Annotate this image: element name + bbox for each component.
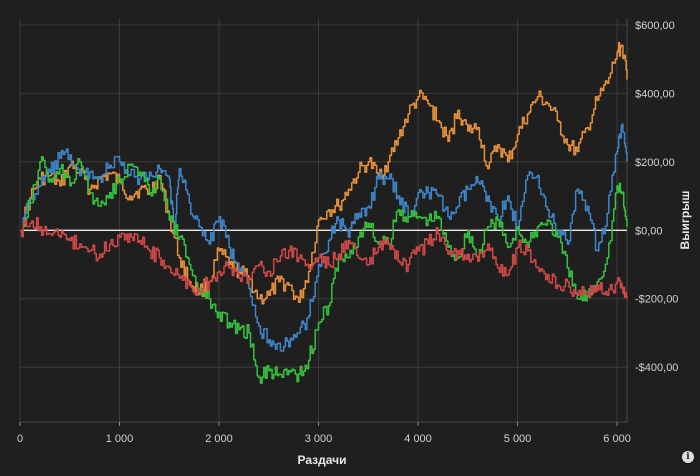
x-tick-label: 6 000 — [603, 433, 631, 445]
series-line-3 — [20, 156, 628, 384]
x-axis-ticks: 0 1 000 2 000 3 000 4 000 5 000 6 000 — [17, 422, 631, 445]
series-line-4 — [20, 217, 628, 299]
x-tick-label: 1 000 — [106, 433, 134, 445]
y-tick-label: $600,00 — [635, 20, 675, 32]
x-tick-label: 4 000 — [404, 433, 432, 445]
y-tick-label: -$200,00 — [635, 294, 678, 306]
y-tick-label: -$400,00 — [635, 362, 678, 374]
series-line-1 — [20, 41, 628, 305]
y-tick-label: $400,00 — [635, 88, 675, 100]
series-lines — [20, 41, 628, 384]
y-axis-ticks: $600,00 $400,00 $200,00 $0,00 -$200,00 -$400,… — [635, 20, 678, 374]
y-tick-label: $200,00 — [635, 157, 675, 169]
info-icon[interactable]: i — [682, 451, 694, 463]
grid — [19, 18, 628, 423]
x-tick-label: 2 000 — [205, 433, 233, 445]
x-tick-label: 0 — [17, 433, 23, 445]
y-tick-label: $0,00 — [635, 225, 663, 237]
x-tick-label: 3 000 — [305, 433, 333, 445]
y-axis-title: Выигрыш — [678, 191, 692, 250]
x-axis-title: Раздачи — [298, 453, 347, 467]
series-line-2 — [20, 123, 628, 352]
x-tick-label: 5 000 — [504, 433, 532, 445]
